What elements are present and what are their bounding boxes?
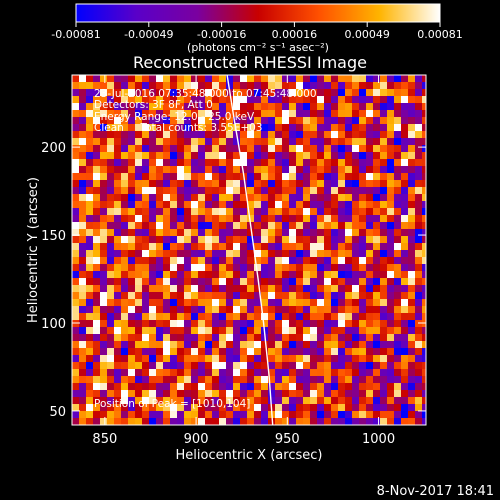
colorbar: -0.00081 -0.00049 -0.00016 0.00016 0.00049 0.…	[51, 3, 463, 54]
y-tick-label: 100	[41, 317, 66, 332]
x-tick-label: 950	[275, 432, 300, 447]
y-tick-label: 200	[41, 141, 66, 156]
annotation-clean-counts: Clean Total counts: 3.55E+03	[94, 122, 263, 134]
colorbar-tick-label: -0.00049	[124, 28, 173, 41]
colorbar-ticks: -0.00081 -0.00049 -0.00016 0.00016 0.00049 0.…	[51, 22, 463, 41]
y-tick-label: 150	[41, 229, 66, 244]
annotation-detectors: Detectors: 3F 8F, Att 0	[94, 99, 213, 111]
x-axis-label: Heliocentric X (arcsec)	[176, 448, 323, 463]
annotation-peak-position: Position of Peak = [1010,104]	[94, 398, 250, 410]
colorbar-tick-label: 0.00016	[272, 28, 318, 41]
x-axis: 850 900 950 1000	[92, 75, 395, 447]
x-tick-label: 1000	[362, 432, 395, 447]
info-annotations: 23-Jul-2016 07:35:48.000 to 07:45:48.000…	[94, 88, 317, 410]
annotation-energy-range: Energy Range: 12.0 - 25.0 keV	[94, 111, 255, 123]
colorbar-units: (photons cm⁻² s⁻¹ asec⁻²)	[187, 41, 329, 54]
y-tick-label: 50	[49, 405, 66, 420]
y-axis-label: Heliocentric Y (arcsec)	[26, 177, 41, 323]
chart-title: Reconstructed RHESSI Image	[133, 53, 367, 72]
colorbar-tick-label: 0.00081	[417, 28, 463, 41]
heatmap-image	[72, 75, 426, 425]
colorbar-gradient	[75, 3, 441, 23]
y-axis: 50 100 150 200	[41, 141, 426, 420]
annotation-time-range: 23-Jul-2016 07:35:48.000 to 07:45:48.000	[94, 88, 317, 100]
colorbar-tick-label: -0.00016	[197, 28, 246, 41]
footer-timestamp: 8-Nov-2017 18:41	[377, 484, 494, 499]
colorbar-tick-label: -0.00081	[51, 28, 100, 41]
plot-frame	[71, 74, 427, 426]
colorbar-tick-label: 0.00049	[344, 28, 390, 41]
x-tick-label: 850	[92, 432, 117, 447]
solar-limb-line	[226, 75, 274, 425]
x-tick-label: 900	[184, 432, 209, 447]
